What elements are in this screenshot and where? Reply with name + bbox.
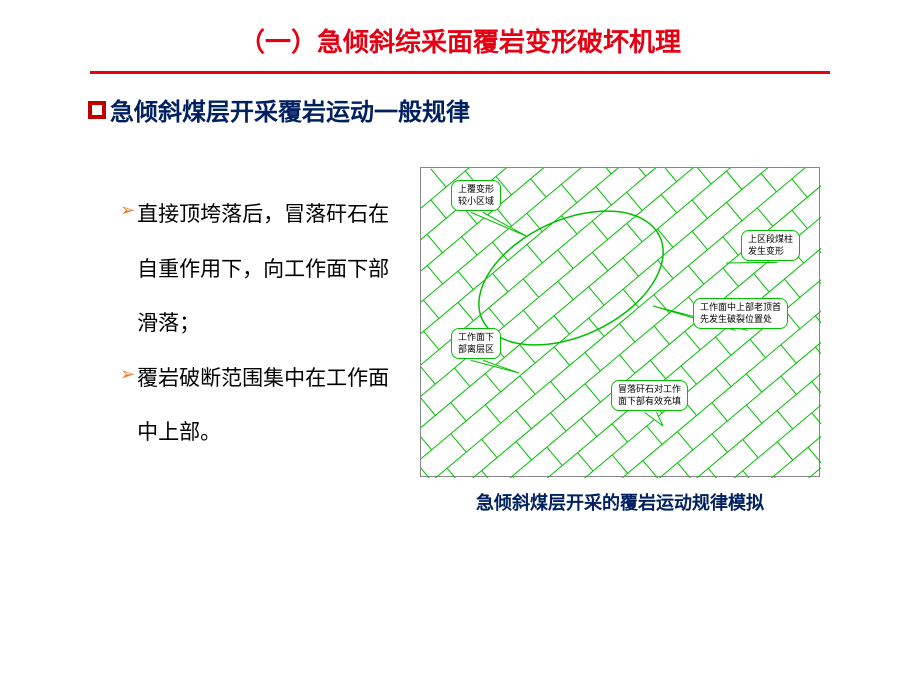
- square-bullet-icon: [88, 101, 106, 119]
- title-rule: [90, 71, 830, 74]
- callout-label: 上覆变形较小区域: [451, 180, 501, 211]
- callout-label: 工作面中上部老顶首先发生破裂位置处: [693, 298, 788, 329]
- bullet-text: 直接顶垮落后，冒落矸石在自重作用下，向工作面下部滑落；: [137, 187, 400, 351]
- content-area: ➢ 直接顶垮落后，冒落矸石在自重作用下，向工作面下部滑落； ➢ 覆岩破断范围集中…: [120, 167, 920, 515]
- page-title: （一）急倾斜综采面覆岩变形破坏机理: [0, 0, 920, 71]
- bullet-2: ➢ 覆岩破断范围集中在工作面中上部。: [120, 351, 400, 460]
- arrow-icon: ➢: [120, 187, 135, 234]
- text-block: ➢ 直接顶垮落后，冒落矸石在自重作用下，向工作面下部滑落； ➢ 覆岩破断范围集中…: [120, 167, 400, 515]
- bullet-1: ➢ 直接顶垮落后，冒落矸石在自重作用下，向工作面下部滑落；: [120, 187, 400, 351]
- diagram-box: 上覆变形较小区域上区段煤柱发生变形工作面中上部老顶首先发生破裂位置处工作面下部离…: [420, 167, 820, 477]
- subtitle: 急倾斜煤层开采覆岩运动一般规律: [110, 92, 470, 127]
- arrow-icon: ➢: [120, 351, 135, 398]
- callout-label: 冒落矸石对工作面下部有效充填: [611, 380, 688, 411]
- diagram-caption: 急倾斜煤层开采的覆岩运动规律模拟: [420, 489, 820, 515]
- diagram-area: 上覆变形较小区域上区段煤柱发生变形工作面中上部老顶首先发生破裂位置处工作面下部离…: [420, 167, 820, 515]
- subtitle-row: 急倾斜煤层开采覆岩运动一般规律: [88, 92, 920, 127]
- callout-label: 上区段煤柱发生变形: [741, 230, 800, 261]
- callout-label: 工作面下部离层区: [451, 328, 501, 359]
- bullet-text: 覆岩破断范围集中在工作面中上部。: [137, 351, 400, 460]
